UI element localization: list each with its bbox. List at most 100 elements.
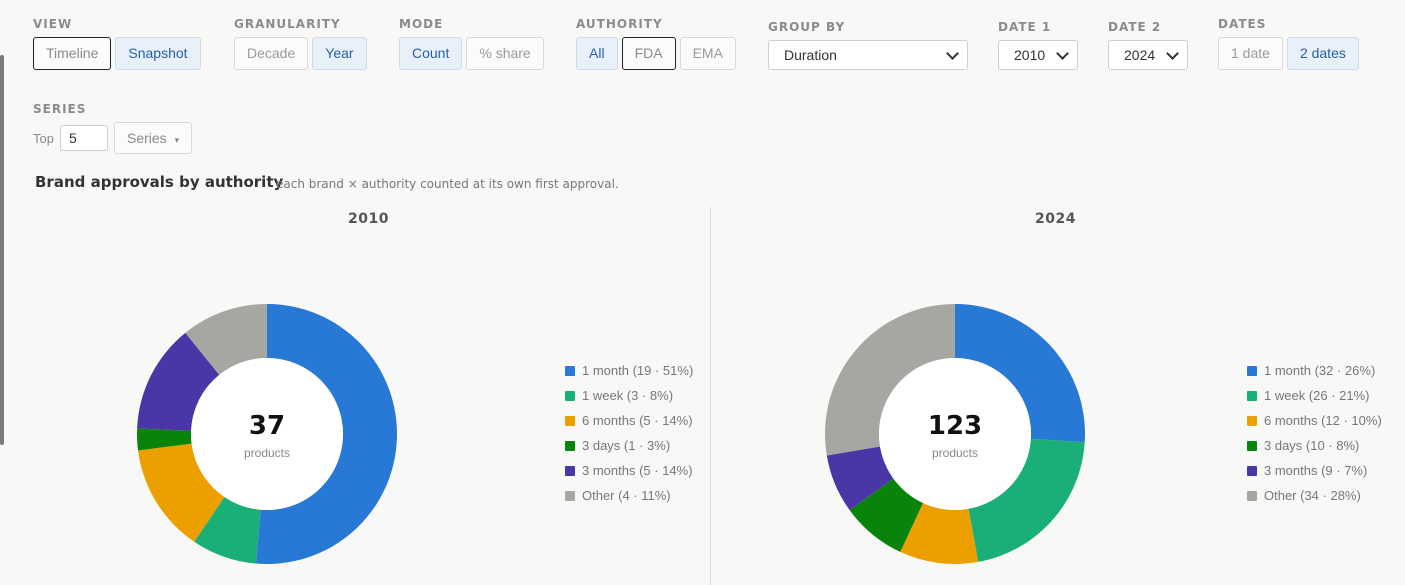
donut-hole xyxy=(879,358,1031,510)
legend-label: 3 days (10 · 8%) xyxy=(1264,438,1360,453)
donut-slice-1-week[interactable] xyxy=(968,438,1085,562)
center-total-date1: 37 xyxy=(248,411,286,441)
dates-toggle: 1 date 2 dates xyxy=(1218,37,1359,70)
legend-label: 6 months (5 · 14%) xyxy=(582,413,693,428)
legend-item-other[interactable]: Other (4 · 11%) xyxy=(565,483,693,508)
legend-swatch xyxy=(1247,440,1257,451)
legend-swatch xyxy=(1247,365,1257,376)
chart-title: Brand approvals by authority xyxy=(35,173,284,191)
legend-swatch xyxy=(1247,490,1257,501)
mode-label: MODE xyxy=(399,17,444,31)
legend-item-3-months[interactable]: 3 months (9 · 7%) xyxy=(1247,458,1382,483)
authority-label: AUTHORITY xyxy=(576,17,663,31)
chart-subtitle: each brand × authority counted at its ow… xyxy=(276,177,619,191)
legend-item-1-week[interactable]: 1 week (26 · 21%) xyxy=(1247,383,1382,408)
view-timeline-button[interactable]: Timeline xyxy=(33,37,112,70)
donut-slice-3-days[interactable] xyxy=(137,428,192,451)
caret-down-icon: ▾ xyxy=(174,135,180,145)
center-unit-date1: products xyxy=(243,446,291,460)
donut-slice-other[interactable] xyxy=(825,304,955,456)
authority-toggle: All FDA EMA xyxy=(576,37,736,70)
legend-swatch xyxy=(1247,465,1257,476)
date1-select[interactable]: 2010 xyxy=(998,40,1078,70)
panel-title-date1: 2010 xyxy=(348,211,389,227)
center-total-date2: 123 xyxy=(927,411,983,441)
series-menu-button[interactable]: Series ▾ xyxy=(114,122,193,154)
dates-one-button[interactable]: 1 date xyxy=(1218,37,1283,70)
donut-slice-6-months[interactable] xyxy=(900,502,979,564)
legend-label: 3 months (5 · 14%) xyxy=(582,463,693,478)
legend-label: 6 months (12 · 10%) xyxy=(1264,413,1382,428)
legend-item-1-month[interactable]: 1 month (32 · 26%) xyxy=(1247,358,1382,383)
legend-item-1-month[interactable]: 1 month (19 · 51%) xyxy=(565,358,693,383)
donut-hole xyxy=(191,358,343,510)
date2-select[interactable]: 2024 xyxy=(1108,40,1188,70)
donut-slice-1-month[interactable] xyxy=(255,304,397,564)
series-label: SERIES xyxy=(33,102,87,116)
legend-label: 1 month (32 · 26%) xyxy=(1264,363,1376,378)
date1-label: DATE 1 xyxy=(998,20,1052,34)
authority-fda-button[interactable]: FDA xyxy=(621,37,676,70)
legend-label: 3 days (1 · 3%) xyxy=(582,438,671,453)
legend-item-3-days[interactable]: 3 days (1 · 3%) xyxy=(565,433,693,458)
legend-label: Other (34 · 28%) xyxy=(1264,488,1361,503)
legend-label: 1 month (19 · 51%) xyxy=(582,363,694,378)
donut-slice-3-months[interactable] xyxy=(137,332,220,431)
donut-slice-6-months[interactable] xyxy=(138,443,225,542)
granularity-toggle: Decade Year xyxy=(234,37,367,70)
granularity-year-button[interactable]: Year xyxy=(312,37,367,70)
legend-swatch xyxy=(565,490,575,501)
legend-item-3-months[interactable]: 3 months (5 · 14%) xyxy=(565,458,693,483)
legend-label: 3 months (9 · 7%) xyxy=(1264,463,1368,478)
legend-swatch xyxy=(1247,390,1257,401)
center-unit-date2: products xyxy=(931,446,979,460)
legend-swatch xyxy=(565,390,575,401)
granularity-decade-button[interactable]: Decade xyxy=(234,37,309,70)
granularity-label: GRANULARITY xyxy=(234,17,341,31)
donut-slice-other[interactable] xyxy=(185,304,267,375)
dates-label: DATES xyxy=(1218,17,1267,31)
panel-title-date2: 2024 xyxy=(1035,211,1076,227)
group-by-label: GROUP BY xyxy=(768,20,846,34)
authority-ema-button[interactable]: EMA xyxy=(679,37,736,70)
legend-label: 1 week (26 · 21%) xyxy=(1264,388,1370,403)
donut-slice-1-month[interactable] xyxy=(955,304,1085,443)
legend-date2: 1 month (32 · 26%) 1 week (26 · 21%) 6 mon… xyxy=(1247,358,1382,508)
legend-item-6-months[interactable]: 6 months (12 · 10%) xyxy=(1247,408,1382,433)
mode-toggle: Count % share xyxy=(399,37,544,70)
group-by-select[interactable]: Duration xyxy=(768,40,968,70)
group-by-value: Duration xyxy=(784,47,837,63)
legend-item-other[interactable]: Other (34 · 28%) xyxy=(1247,483,1382,508)
authority-all-button[interactable]: All xyxy=(576,37,618,70)
top-n-label: Top xyxy=(33,131,54,146)
mode-count-button[interactable]: Count xyxy=(399,37,463,70)
date1-value: 2010 xyxy=(1014,47,1046,63)
mode-share-button[interactable]: % share xyxy=(466,37,544,70)
legend-swatch xyxy=(565,415,575,426)
donut-chart-date1 xyxy=(137,304,397,564)
series-menu-label: Series xyxy=(127,130,167,146)
legend-swatch xyxy=(565,465,575,476)
donut-slice-3-months[interactable] xyxy=(826,446,894,511)
top-n-input[interactable]: 5 xyxy=(60,125,108,151)
donut-slice-3-days[interactable] xyxy=(849,478,924,552)
date2-label: DATE 2 xyxy=(1108,20,1162,34)
donut-chart-date2 xyxy=(825,304,1085,564)
date2-value: 2024 xyxy=(1124,47,1156,63)
donut-slice-1-week[interactable] xyxy=(194,496,261,564)
legend-date1: 1 month (19 · 51%) 1 week (3 · 8%) 6 month… xyxy=(565,358,693,508)
view-snapshot-button[interactable]: Snapshot xyxy=(115,37,201,70)
view-toggle: Timeline Snapshot xyxy=(33,37,201,70)
dates-two-button[interactable]: 2 dates xyxy=(1286,37,1359,70)
chevron-down-icon xyxy=(946,47,959,60)
legend-swatch xyxy=(565,365,575,376)
chevron-down-icon xyxy=(1166,47,1179,60)
panel-divider xyxy=(710,207,711,585)
legend-item-1-week[interactable]: 1 week (3 · 8%) xyxy=(565,383,693,408)
legend-label: Other (4 · 11%) xyxy=(582,488,671,503)
scrollbar[interactable] xyxy=(0,55,4,445)
legend-item-6-months[interactable]: 6 months (5 · 14%) xyxy=(565,408,693,433)
legend-swatch xyxy=(1247,415,1257,426)
legend-item-3-days[interactable]: 3 days (10 · 8%) xyxy=(1247,433,1382,458)
chevron-down-icon xyxy=(1056,47,1069,60)
